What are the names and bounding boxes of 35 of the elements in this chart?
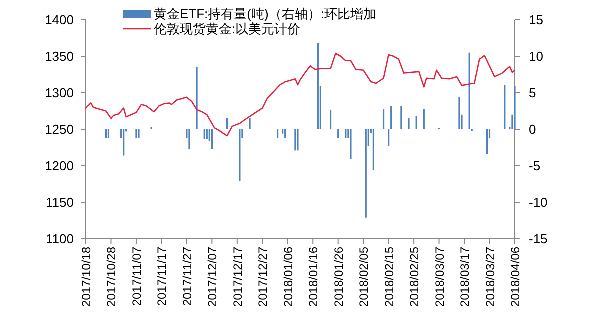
x-tick-label: 2018/03/27 (483, 246, 498, 308)
x-tick-label: 2018/04/06 (508, 246, 522, 308)
y2-tick-label: 5 (529, 86, 536, 100)
legend-label: 黄金ETF:持有量(吨)（右轴）:环比增加 (154, 6, 376, 22)
x-tick-label: 2017/12/17 (230, 246, 245, 308)
x-tick-label: 2017/10/18 (80, 246, 94, 308)
x-tick-label: 2018/01/16 (306, 246, 321, 308)
x-tick-label: 2017/11/17 (155, 246, 170, 306)
x-tick-label: 2018/02/15 (382, 246, 396, 308)
y-tick-label: 1400 (45, 12, 74, 28)
y-tick-label: 1250 (45, 122, 74, 137)
x-tick-label: 2018/03/07 (432, 246, 447, 308)
x-tick-label: 2018/01/26 (332, 246, 346, 308)
x-tick-label: 2018/03/17 (458, 246, 472, 308)
y-tick-label: 1350 (45, 49, 74, 64)
x-tick-label: 2018/02/25 (408, 246, 422, 308)
y-tick-label: 1300 (45, 86, 74, 100)
x-tick-label: 2017/12/27 (256, 246, 270, 308)
x-tick-label: 2018/01/06 (281, 246, 296, 308)
y2-tick-label: -5 (529, 158, 541, 174)
x-tick-label: 2018/02/05 (357, 246, 372, 308)
line-series (85, 52, 516, 137)
y2-tick-label: 0 (529, 122, 536, 137)
y2-tick-label: 10 (529, 49, 544, 64)
y2-tick-label: 15 (529, 12, 544, 28)
y-tick-label: 1100 (46, 232, 74, 246)
x-tick-label: 2017/11/27 (180, 246, 194, 306)
legend-label: 伦敦现货黄金:以美元计价 (154, 22, 301, 36)
y2-tick-label: -10 (529, 195, 548, 210)
x-tick-label: 2017/10/28 (104, 246, 119, 308)
x-tick-label: 2017/12/07 (206, 246, 220, 308)
y2-tick-label: -15 (529, 232, 548, 246)
y-tick-label: 1200 (45, 158, 74, 174)
y-tick-label: 1150 (46, 195, 74, 210)
x-tick-label: 2017/11/07 (130, 246, 144, 306)
